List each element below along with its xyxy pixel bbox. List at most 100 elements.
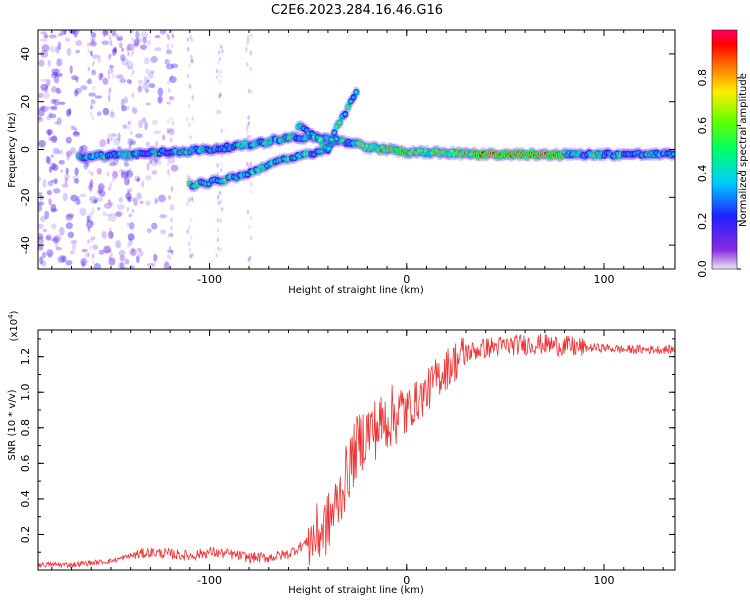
noise-speck: [123, 160, 129, 165]
noise-speck: [38, 117, 44, 123]
noise-speck: [49, 45, 57, 53]
noise-speck: [101, 230, 107, 239]
striation-speck: [91, 171, 94, 176]
noise-speck: [70, 147, 76, 155]
striation-speck: [87, 252, 90, 257]
striation-speck: [91, 254, 95, 260]
noise-speck: [39, 195, 44, 201]
striation-speck: [168, 246, 172, 251]
striation-speck: [170, 74, 174, 79]
noise-speck: [112, 158, 119, 166]
colorbar-tick-label: 0.4: [696, 165, 709, 183]
colorbar-label: Normalized spectral amplitude: [738, 73, 749, 227]
y-tick-label: -20: [19, 188, 32, 206]
noise-speck: [72, 132, 81, 138]
noise-speck: [99, 189, 106, 197]
striation-speck: [216, 228, 220, 233]
striation-speck: [107, 172, 110, 177]
striation-speck: [107, 73, 111, 78]
striation-speck: [186, 37, 190, 42]
noise-speck: [38, 140, 46, 148]
noise-speck: [112, 48, 117, 54]
noise-speck: [164, 58, 170, 65]
striation-speck: [126, 196, 129, 202]
striation-speck: [219, 168, 223, 173]
noise-speck: [138, 250, 144, 257]
noise-speck: [58, 89, 63, 94]
track-core: [318, 138, 323, 142]
noise-speck: [80, 193, 86, 198]
striation-speck: [112, 73, 115, 79]
noise-speck: [52, 71, 59, 76]
noise-speck: [53, 74, 60, 84]
noise-speck: [145, 102, 152, 106]
noise-speck: [117, 132, 121, 142]
striation-speck: [249, 51, 253, 56]
striation-speck: [187, 47, 190, 52]
striation-speck: [129, 121, 132, 126]
striation-speck: [188, 63, 191, 68]
noise-speck: [135, 30, 140, 40]
noise-speck: [96, 196, 104, 202]
striation-speck: [131, 197, 135, 202]
noise-speck: [75, 40, 83, 47]
noise-speck: [171, 63, 179, 69]
noise-speck: [139, 200, 144, 205]
noise-speck: [133, 42, 139, 48]
noise-speck: [48, 166, 53, 173]
noise-speck: [102, 107, 110, 116]
noise-speck: [150, 70, 155, 75]
colorbar: 0.0 0.2 0.4 0.6 0.8 Normalized spectral ampl…: [696, 29, 749, 278]
striation-speck: [221, 153, 224, 158]
noise-speck: [154, 34, 161, 39]
noise-speck: [57, 256, 65, 264]
noise-speck: [128, 238, 133, 246]
noise-speck: [108, 161, 116, 167]
noise-speck: [129, 248, 137, 257]
noise-speck: [73, 127, 78, 134]
noise-speck: [167, 233, 174, 238]
x-tick-label: -100: [197, 574, 222, 587]
noise-speck: [50, 136, 58, 142]
striation-speck: [220, 128, 223, 133]
noise-speck: [169, 204, 175, 211]
track-core: [334, 137, 338, 141]
striation-speck: [110, 136, 113, 142]
striation-speck: [246, 161, 249, 167]
spectrogram-panel: -100 0 100 -40 -20 0 20 40 Height of straight …: [7, 29, 676, 296]
x-tick-label: -100: [197, 273, 222, 286]
striation-speck: [170, 116, 173, 122]
noise-speck: [150, 158, 158, 167]
striation-speck: [170, 188, 173, 193]
noise-speck: [167, 155, 176, 164]
snr-panel: -100 0 100 0.2 0.4 0.6 0.8 1.0 1.2 Height of st…: [7, 310, 676, 596]
noise-speck: [148, 83, 156, 89]
striation-speck: [249, 50, 252, 55]
noise-speck: [120, 54, 126, 62]
striation-speck: [246, 125, 249, 130]
striation-speck: [108, 35, 112, 40]
striation-speck: [109, 231, 112, 236]
noise-speck: [159, 214, 168, 219]
noise-speck: [110, 133, 117, 137]
noise-speck: [155, 140, 159, 147]
striation-speck: [188, 197, 191, 203]
striation-speck: [169, 138, 173, 143]
noise-speck: [55, 246, 63, 251]
noise-speck: [97, 183, 105, 191]
striation-speck: [219, 199, 222, 204]
noise-speck: [49, 237, 57, 242]
noise-speck: [66, 152, 70, 161]
noise-speck: [119, 78, 127, 83]
snr-scale-note-base: (x10: [9, 319, 20, 342]
striation-speck: [111, 232, 114, 237]
noise-speck: [152, 119, 158, 126]
noise-speck: [53, 98, 60, 106]
striation-speck: [126, 222, 130, 227]
noise-speck: [74, 89, 79, 97]
noise-speck: [103, 202, 112, 209]
striation-speck: [215, 68, 219, 74]
noise-speck: [90, 196, 98, 204]
striation-speck: [246, 134, 249, 140]
noise-speck: [159, 30, 167, 35]
